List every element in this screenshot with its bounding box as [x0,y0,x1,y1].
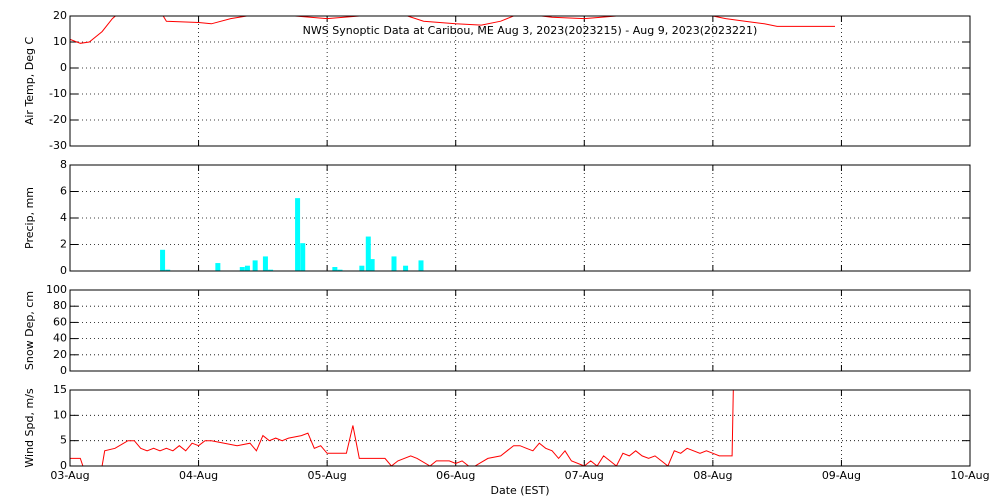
x-tick-label: 05-Aug [308,469,347,482]
y-tick-label: 8 [60,158,67,171]
bar [365,236,371,271]
bar [403,265,409,271]
data-line [70,16,835,44]
y-axis-label: Wind Spd, m/s [23,388,36,468]
y-tick-label: -10 [49,87,67,100]
y-tick-label: 2 [60,238,67,251]
y-tick-label: 6 [60,185,67,198]
y-axis-label: Snow Dep, cm [23,291,36,370]
y-tick-label: 10 [53,408,67,421]
x-tick-label: 07-Aug [565,469,604,482]
panel-frame [69,389,971,467]
y-tick-label: 60 [53,315,67,328]
plot-area [70,16,835,44]
y-tick-label: 0 [60,61,67,74]
bar [369,259,375,271]
bar [160,249,166,271]
bar [418,260,424,271]
y-tick-label: 4 [60,211,67,224]
y-tick-label: 40 [53,332,67,345]
x-tick-label: 03-Aug [50,469,89,482]
y-tick-label: -20 [49,113,67,126]
bar [295,198,301,271]
bar [165,269,171,271]
chart-title: NWS Synoptic Data at Caribou, ME Aug 3, … [303,24,758,37]
data-line [70,390,734,466]
y-tick-label: 20 [53,348,67,361]
y-tick-label: 80 [53,299,67,312]
x-tick-label: 08-Aug [693,469,732,482]
bar [252,260,258,271]
bar [359,265,365,271]
bar [262,256,268,271]
y-tick-label: 100 [46,283,67,296]
bar [244,265,250,271]
x-tick-label: 06-Aug [436,469,475,482]
x-tick-label: 04-Aug [179,469,218,482]
bar [391,256,397,271]
x-tick-label: 10-Aug [950,469,989,482]
x-tick-label: 09-Aug [822,469,861,482]
plot-area [160,198,424,271]
bar [215,263,221,271]
bar [268,269,274,271]
y-tick-label: 0 [60,264,67,277]
bar [337,269,343,271]
panel-frame [69,15,971,147]
y-tick-label: 15 [53,383,67,396]
y-tick-label: 0 [60,364,67,377]
bar [332,267,338,271]
y-tick-label: 10 [53,35,67,48]
y-axis-label: Air Temp, Deg C [23,37,36,126]
y-tick-label: 0 [60,459,67,472]
y-tick-label: -30 [49,139,67,152]
y-axis-label: Precip, mm [23,187,36,249]
y-tick-label: 20 [53,9,67,22]
bar [239,267,245,271]
y-tick-label: 5 [60,434,67,447]
plot-area [70,390,734,466]
panel-frame [69,289,971,372]
panel-frame [69,164,971,272]
bar [300,243,306,271]
x-axis-label: Date (EST) [490,484,549,497]
